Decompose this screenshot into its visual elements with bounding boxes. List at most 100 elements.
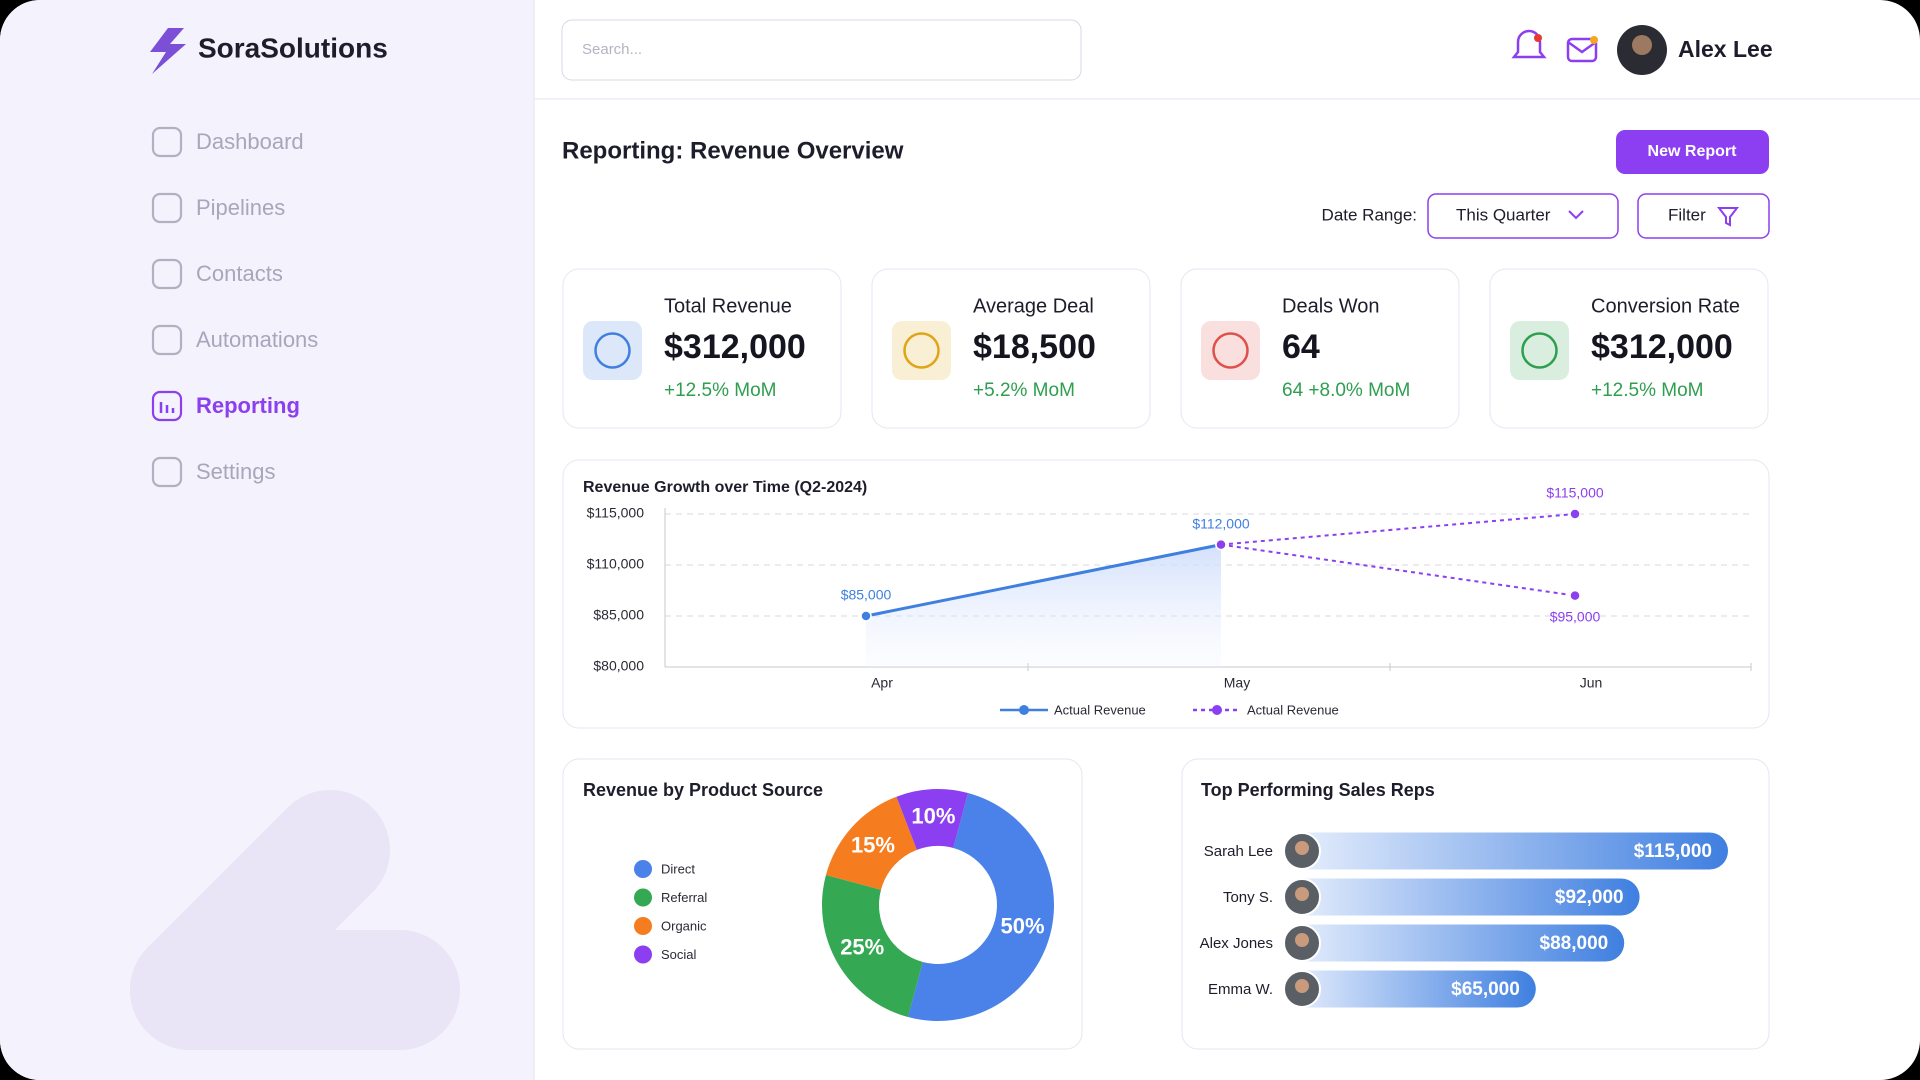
search-placeholder: Search... [582, 41, 642, 58]
kpi-change: +12.5% MoM [1591, 380, 1703, 401]
legend-dot [634, 860, 652, 878]
page-title: Reporting: Revenue Overview [562, 137, 904, 164]
filter-label: Filter [1668, 205, 1706, 224]
kpi-icon [1510, 321, 1569, 380]
user-name[interactable]: Alex Lee [1678, 36, 1773, 62]
x-tick-label: Apr [871, 675, 893, 691]
rep-avatar-face [1295, 979, 1309, 993]
legend-dot [1019, 705, 1029, 715]
nav-item[interactable]: Contacts [151, 258, 283, 290]
nav-item[interactable]: Reporting [151, 390, 300, 422]
kpi-change: +12.5% MoM [664, 380, 776, 401]
slice-label: 25% [840, 935, 884, 960]
nav-icon [151, 192, 183, 224]
donut-slice [821, 874, 923, 1018]
data-label: $115,000 [1546, 485, 1604, 501]
nav-icon [151, 126, 183, 158]
nav-icon [151, 456, 183, 488]
rep-avatar-face [1295, 887, 1309, 901]
kpi-icon-glyph [1521, 332, 1558, 369]
legend-label: Direct [661, 861, 695, 876]
nav-label: Dashboard [196, 129, 304, 154]
logo-icon [150, 28, 186, 74]
nav-label: Pipelines [196, 195, 285, 220]
rep-name: Sarah Lee [1204, 843, 1273, 860]
nav-item[interactable]: Pipelines [151, 192, 285, 224]
donut-slice [825, 796, 917, 890]
rep-name: Emma W. [1208, 981, 1273, 998]
kpi-value: $18,500 [973, 328, 1096, 366]
donut-slice [896, 788, 969, 850]
slice-label: 10% [911, 803, 955, 828]
y-tick-label: $115,000 [587, 505, 645, 521]
notification-icon[interactable] [1511, 29, 1547, 59]
kpi-change: +5.2% MoM [973, 380, 1075, 401]
kpi-label: Conversion Rate [1591, 295, 1740, 317]
y-tick-label: $85,000 [593, 607, 644, 623]
nav-icon [151, 390, 183, 422]
brand-name: SoraSolutions [198, 32, 388, 63]
search-box[interactable] [561, 19, 1082, 81]
kpi-card [871, 268, 1151, 429]
bar [1286, 970, 1536, 1008]
kpi-value: $312,000 [1591, 328, 1733, 366]
kpi-card [1489, 268, 1769, 429]
slice-label: 15% [851, 832, 895, 857]
x-tick-label: Jun [1580, 675, 1603, 691]
legend-label: Social [661, 947, 697, 962]
mail-icon[interactable] [1566, 36, 1598, 63]
kpi-value: 64 [1282, 328, 1320, 366]
legend-dot [634, 945, 652, 964]
data-point [1215, 538, 1227, 551]
date-range-dropdown[interactable] [1427, 193, 1619, 239]
donut-slice [907, 792, 1054, 1022]
legend-label: Organic [661, 918, 707, 933]
filter-button[interactable] [1637, 193, 1770, 239]
bar [1286, 832, 1728, 870]
y-tick-label: $80,000 [593, 658, 644, 674]
rep-avatar-face [1295, 933, 1309, 947]
line-series [1220, 543, 1576, 597]
chart-title: Revenue by Product Source [583, 780, 823, 800]
nav-item[interactable]: Dashboard [151, 126, 304, 158]
kpi-icon [1201, 321, 1260, 380]
legend-label: Referral [661, 890, 707, 905]
rep-name: Tony S. [1223, 889, 1273, 906]
bar-label: $88,000 [1540, 933, 1609, 954]
kpi-icon [583, 321, 642, 380]
kpi-icon-glyph [903, 332, 940, 369]
kpi-label: Average Deal [973, 295, 1094, 317]
rep-avatar-face [1295, 841, 1309, 855]
area [866, 544, 1221, 667]
nav-label: Reporting [196, 393, 300, 418]
bar [1286, 878, 1640, 916]
slice-label: 50% [1000, 913, 1044, 938]
chart-title: Revenue Growth over Time (Q2-2024) [583, 479, 867, 496]
kpi-label: Total Revenue [664, 295, 792, 317]
kpi-icon [892, 321, 951, 380]
legend-item: Actual Revenue [1193, 702, 1339, 717]
data-label: $95,000 [1550, 608, 1601, 624]
chart-title: Top Performing Sales Reps [1201, 780, 1435, 800]
kpi-card [562, 268, 842, 429]
kpi-card [1180, 268, 1460, 429]
kpi-icon-glyph [594, 332, 631, 369]
nav-item[interactable]: Settings [151, 456, 276, 488]
nav-label: Settings [196, 459, 276, 484]
legend-item: Actual Revenue [1000, 702, 1146, 717]
nav-label: Automations [196, 327, 318, 352]
bar-label: $65,000 [1451, 979, 1520, 1000]
kpi-change: 64 +8.0% MoM [1282, 380, 1410, 401]
bar [1286, 924, 1625, 962]
date-range-label: Date Range: [1322, 205, 1417, 224]
y-tick-label: $110,000 [587, 556, 645, 572]
data-point [1569, 508, 1581, 520]
filter-icon [1716, 207, 1740, 227]
date-range-value: This Quarter [1456, 205, 1551, 224]
legend-dot [634, 917, 652, 935]
new-report-button[interactable] [1616, 130, 1769, 174]
legend-dot [634, 888, 652, 907]
nav-item[interactable]: Automations [151, 324, 318, 356]
data-label: $112,000 [1192, 515, 1250, 531]
